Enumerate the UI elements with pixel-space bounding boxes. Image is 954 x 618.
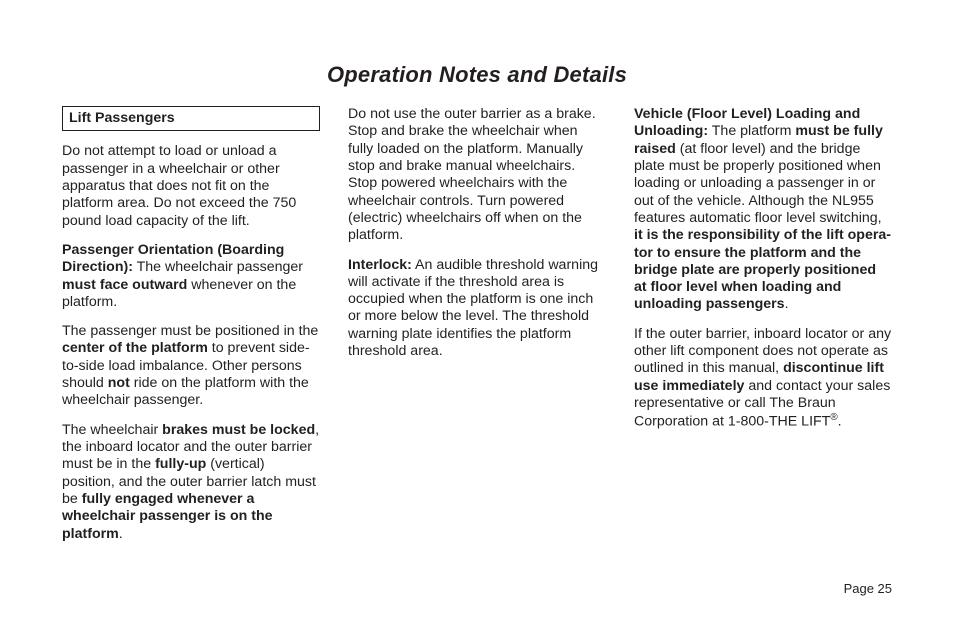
- bold-text: Interlock:: [348, 257, 412, 273]
- page-number: Page 25: [844, 581, 892, 596]
- text: The wheelchair passenger: [133, 259, 303, 275]
- body-columns: Lift Passengers Do not attempt to load o…: [62, 106, 892, 558]
- registered-mark: ®: [830, 412, 837, 423]
- bold-text: not: [108, 375, 130, 391]
- document-page: Operation Notes and Details Lift Passeng…: [0, 0, 954, 618]
- paragraph-2: Passenger Orientation (Board­ing Directi…: [62, 242, 320, 311]
- bold-text: brakes must be locked: [162, 422, 315, 438]
- text: The platform: [708, 123, 795, 139]
- paragraph-7: Vehicle (Floor Level) Loading and Unload…: [634, 106, 892, 314]
- text: The wheelchair: [62, 422, 162, 438]
- text: Do not use the outer barrier as a brake.…: [348, 106, 596, 243]
- bold-text: must face outward: [62, 277, 187, 293]
- paragraph-4: The wheelchair brakes must be locked, th…: [62, 422, 320, 543]
- text: .: [838, 414, 842, 430]
- paragraph-6: Interlock: An audible thresh­old warning…: [348, 257, 606, 361]
- bold-text: center of the platform: [62, 340, 208, 356]
- paragraph-3: The passenger must be positioned in the …: [62, 323, 320, 410]
- text: .: [785, 296, 789, 312]
- bold-text: fully-up: [155, 456, 206, 472]
- text: Do not attempt to load or unload a passe…: [62, 143, 296, 228]
- page-title: Operation Notes and Details: [62, 62, 892, 88]
- text: The passenger must be positioned in the: [62, 323, 318, 339]
- bold-text: it is the responsibility of the lift ope…: [634, 227, 891, 312]
- section-header-lift-passengers: Lift Passengers: [62, 106, 320, 131]
- bold-text: fully engaged whenever a wheelchair pass…: [62, 491, 273, 542]
- paragraph-5: Do not use the outer barrier as a brake.…: [348, 106, 606, 245]
- paragraph-8: If the outer barrier, inboard locator or…: [634, 326, 892, 432]
- paragraph-1: Do not attempt to load or unload a passe…: [62, 143, 320, 230]
- text: .: [119, 526, 123, 542]
